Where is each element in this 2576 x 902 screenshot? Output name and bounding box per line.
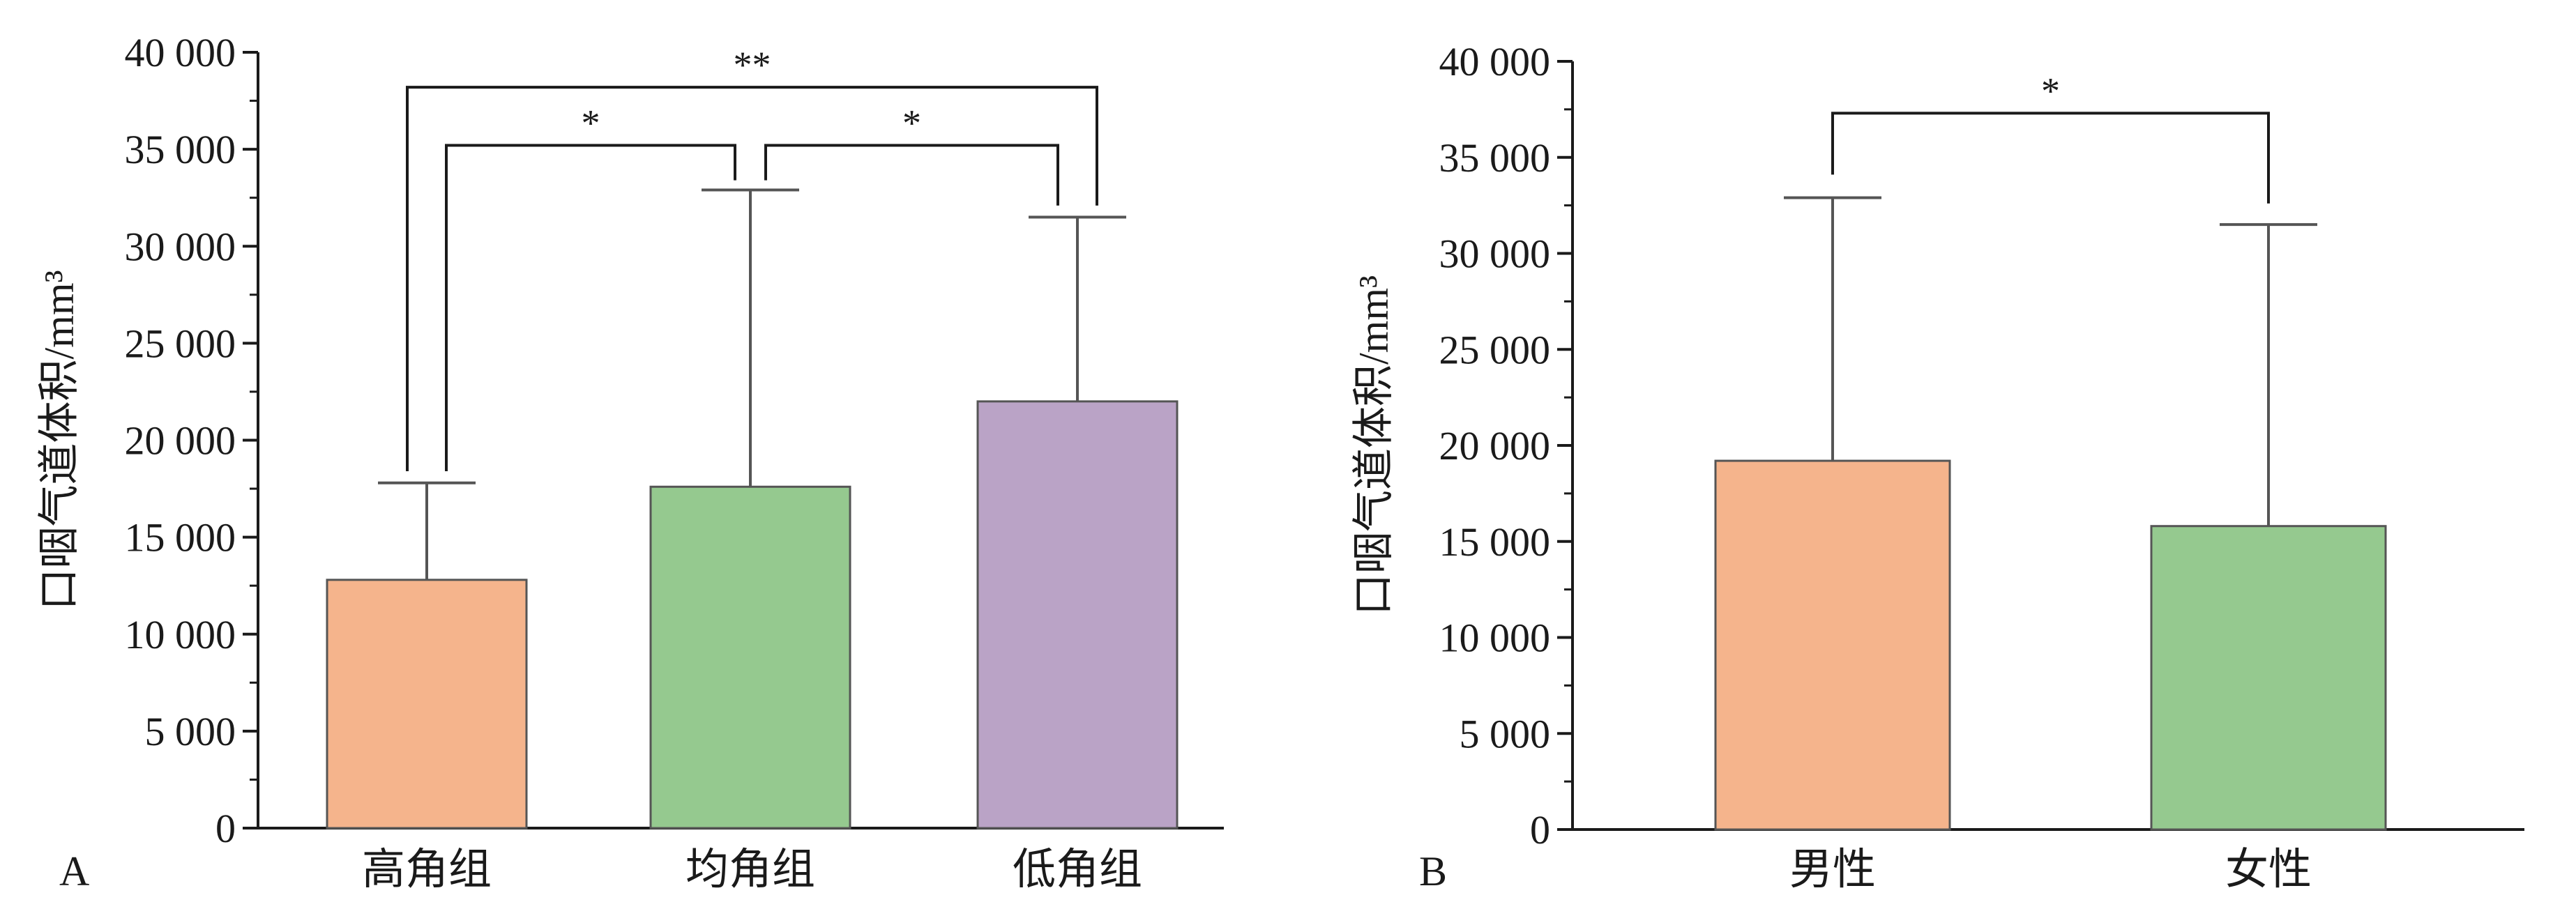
y-tick-label: 20 000 bbox=[1439, 423, 1551, 468]
y-tick-label: 5 000 bbox=[1460, 711, 1551, 756]
y-tick-label: 30 000 bbox=[125, 224, 236, 269]
y-tick-label: 0 bbox=[1530, 807, 1550, 853]
x-tick-label: 男性 bbox=[1789, 846, 1876, 894]
bar bbox=[2150, 525, 2387, 831]
y-axis-label: 口咽气道体积/mm³ bbox=[36, 270, 82, 611]
y-tick-label: 0 bbox=[215, 806, 236, 851]
significance-bracket bbox=[445, 144, 736, 472]
y-tick-label: 30 000 bbox=[1439, 231, 1551, 277]
significance-bracket bbox=[1831, 112, 2270, 204]
significance-bracket bbox=[764, 144, 1059, 206]
bar bbox=[976, 400, 1179, 830]
panel-b: 0 5 000 10 000 15 000 20 000 25 000 30 000 35 0… bbox=[1351, 39, 2524, 894]
x-tick-label: 均角组 bbox=[685, 846, 815, 894]
x-tick-label: 高角组 bbox=[362, 846, 492, 894]
y-tick-label: 35 000 bbox=[125, 127, 236, 172]
significance-label: * bbox=[2041, 70, 2060, 112]
y-tick-label: 15 000 bbox=[125, 515, 236, 560]
bar bbox=[326, 579, 528, 830]
significance-bracket bbox=[406, 86, 1098, 472]
bar bbox=[1714, 459, 1951, 831]
y-tick-label: 20 000 bbox=[125, 418, 236, 464]
x-tick-label: 女性 bbox=[2225, 846, 2312, 894]
significance-label: * bbox=[582, 102, 600, 144]
significance-label: ** bbox=[734, 44, 771, 86]
y-tick-label: 40 000 bbox=[125, 30, 236, 75]
y-tick-label: 5 000 bbox=[145, 709, 236, 754]
y-tick-label: 25 000 bbox=[125, 321, 236, 366]
panel-label: A bbox=[59, 848, 89, 894]
y-tick-label: 35 000 bbox=[1439, 135, 1551, 181]
y-tick-label: 40 000 bbox=[1439, 39, 1551, 84]
y-tick-label: 10 000 bbox=[1439, 616, 1551, 661]
significance-label: * bbox=[902, 102, 921, 144]
y-tick-label: 10 000 bbox=[125, 612, 236, 657]
x-tick-label: 低角组 bbox=[1013, 846, 1142, 894]
panel-label: B bbox=[1419, 848, 1447, 894]
bar bbox=[649, 485, 851, 830]
y-tick-label: 15 000 bbox=[1439, 519, 1551, 565]
y-axis-label: 口咽气道体积/mm³ bbox=[1351, 275, 1397, 616]
panel-a: 0 5 000 10 000 15 000 20 000 25 000 30 000 35 0… bbox=[36, 30, 1224, 894]
y-tick-label: 25 000 bbox=[1439, 327, 1551, 372]
